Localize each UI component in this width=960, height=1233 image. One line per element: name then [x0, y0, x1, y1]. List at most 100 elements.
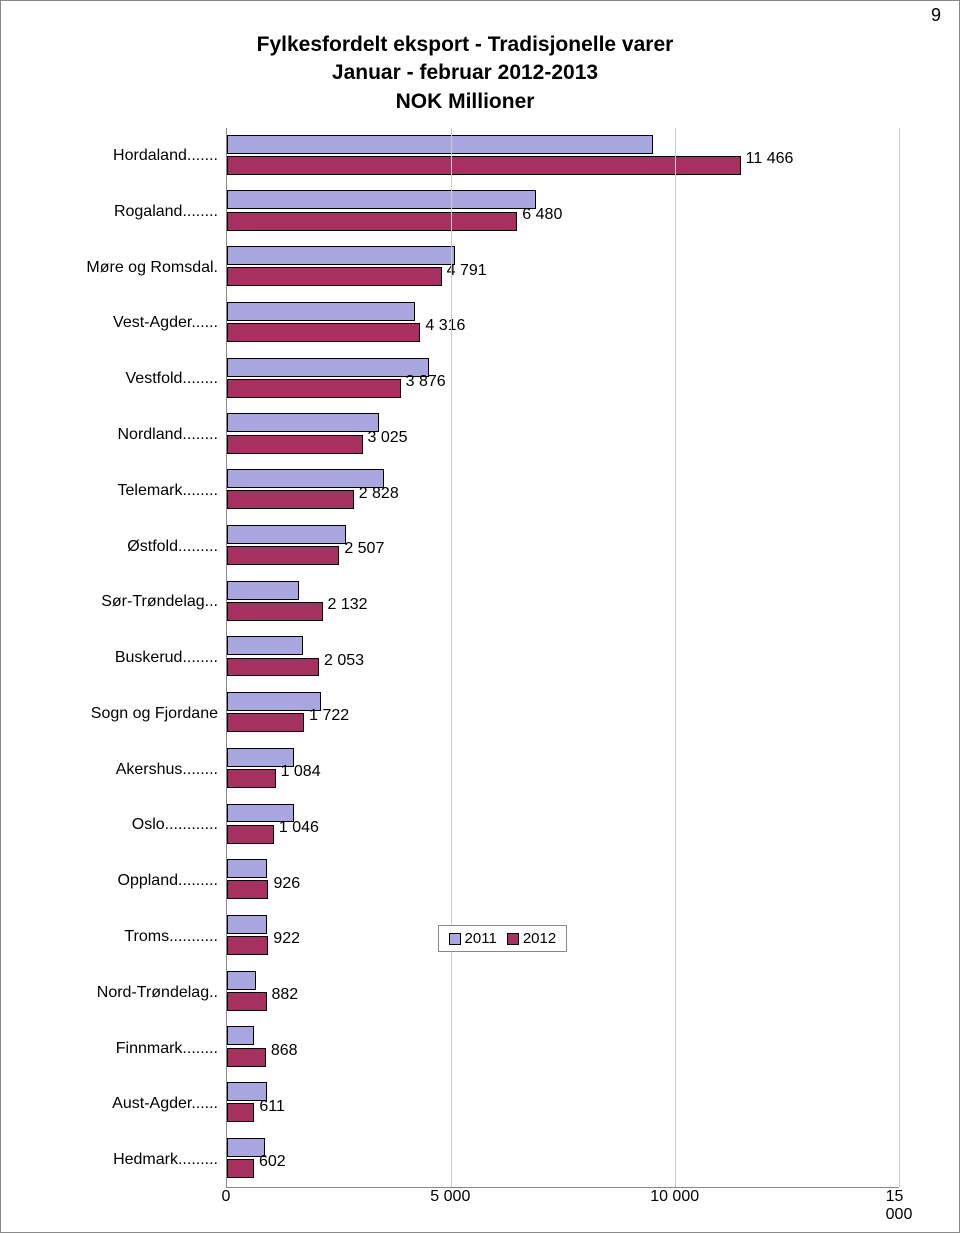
legend-label: 2012	[523, 930, 556, 947]
bar-2012: 2 828	[227, 490, 354, 509]
bar-2011	[227, 859, 267, 878]
value-label: 611	[259, 1098, 285, 1116]
value-label: 4 316	[425, 317, 465, 335]
category-label: Rogaland........	[31, 184, 226, 240]
chart-title: Fylkesfordelt eksport - Tradisjonelle va…	[31, 31, 899, 116]
bar-row: 3 876	[227, 351, 899, 407]
bar-2012: 11 466	[227, 156, 741, 175]
bar-row: 868	[227, 1020, 899, 1076]
value-label: 868	[271, 1042, 298, 1060]
bar-2011	[227, 971, 256, 990]
bar-row: 2 053	[227, 630, 899, 686]
legend-item: 2012	[507, 930, 556, 947]
plot-area: 11 466 6 480 4 791 4 316 3 876 3 025 2 828 2 50…	[226, 128, 899, 1188]
bar-2011	[227, 246, 455, 265]
bar-2012: 1 046	[227, 825, 274, 844]
legend: 2011 2012	[438, 925, 568, 952]
value-label: 6 480	[522, 206, 562, 224]
value-label: 2 507	[344, 540, 384, 558]
chart-container: Fylkesfordelt eksport - Tradisjonelle va…	[31, 31, 899, 1202]
gridline	[899, 128, 900, 1187]
bar-2011	[227, 525, 346, 544]
bar-2011	[227, 358, 429, 377]
value-label: 1 084	[281, 763, 321, 781]
bar-row: 882	[227, 964, 899, 1020]
category-label: Sør-Trøndelag...	[31, 574, 226, 630]
bar-row: 611	[227, 1076, 899, 1132]
value-label: 1 046	[279, 819, 319, 837]
value-label: 11 466	[746, 150, 794, 168]
category-label: Møre og Romsdal.	[31, 240, 226, 296]
bar-row: 1 046	[227, 797, 899, 853]
bar-2011	[227, 692, 321, 711]
gridline	[675, 128, 676, 1187]
legend-swatch	[449, 933, 461, 945]
bar-row: 11 466	[227, 128, 899, 184]
bar-row: 1 084	[227, 741, 899, 797]
value-label: 3 876	[406, 373, 446, 391]
value-label: 4 791	[447, 262, 487, 280]
bar-2011	[227, 581, 299, 600]
title-line-3: NOK Millioner	[31, 88, 899, 116]
bar-2012: 4 316	[227, 323, 420, 342]
bar-2012: 2 507	[227, 546, 339, 565]
y-axis-labels: Hordaland.......Rogaland........Møre og …	[31, 128, 226, 1188]
category-label: Finnmark........	[31, 1021, 226, 1077]
bar-2011	[227, 413, 379, 432]
x-axis: 05 00010 00015 000	[226, 1188, 899, 1212]
value-label: 926	[273, 875, 300, 893]
bar-2012: 868	[227, 1048, 266, 1067]
bar-2012: 926	[227, 880, 268, 899]
bar-2012: 3 876	[227, 379, 401, 398]
value-label: 602	[259, 1153, 286, 1171]
category-label: Sogn og Fjordane	[31, 686, 226, 742]
title-line-1: Fylkesfordelt eksport - Tradisjonelle va…	[31, 31, 899, 59]
value-label: 2 132	[328, 596, 368, 614]
category-label: Oslo............	[31, 798, 226, 854]
category-label: Hordaland.......	[31, 128, 226, 184]
legend-item: 2011	[449, 930, 497, 947]
category-label: Vestfold........	[31, 351, 226, 407]
value-label: 3 025	[368, 429, 408, 447]
legend-swatch	[507, 933, 519, 945]
category-label: Hedmark.........	[31, 1132, 226, 1188]
bar-2012: 882	[227, 992, 267, 1011]
bar-row: 4 316	[227, 295, 899, 351]
bar-row: 602	[227, 1131, 899, 1187]
bar-row: 3 025	[227, 407, 899, 463]
title-line-2: Januar - februar 2012-2013	[31, 59, 899, 87]
bar-2012: 922	[227, 936, 268, 955]
x-tick-label: 10 000	[650, 1188, 699, 1206]
bar-2011	[227, 1026, 254, 1045]
bar-2011	[227, 135, 653, 154]
bar-2012: 4 791	[227, 267, 442, 286]
category-label: Nord-Trøndelag..	[31, 965, 226, 1021]
bar-2012: 3 025	[227, 435, 363, 454]
category-label: Østfold.........	[31, 519, 226, 575]
value-label: 1 722	[309, 707, 349, 725]
bar-row: 6 480	[227, 184, 899, 240]
category-label: Telemark........	[31, 463, 226, 519]
page: 9 Fylkesfordelt eksport - Tradisjonelle …	[0, 0, 960, 1233]
category-label: Vest-Agder......	[31, 295, 226, 351]
category-label: Akershus........	[31, 742, 226, 798]
category-label: Aust-Agder......	[31, 1077, 226, 1133]
bar-2011	[227, 636, 303, 655]
value-label: 882	[272, 986, 299, 1004]
bar-2011	[227, 302, 415, 321]
x-tick-label: 5 000	[430, 1188, 470, 1206]
plot: Hordaland.......Rogaland........Møre og …	[31, 128, 899, 1188]
bar-2012: 2 053	[227, 658, 319, 677]
bar-row: 926	[227, 853, 899, 909]
bar-row: 2 507	[227, 518, 899, 574]
bar-2012: 611	[227, 1103, 254, 1122]
x-tick-label: 15 000	[886, 1188, 913, 1224]
value-label: 2 828	[359, 485, 399, 503]
bar-row: 2 132	[227, 574, 899, 630]
legend-label: 2011	[465, 930, 497, 947]
bar-row: 2 828	[227, 462, 899, 518]
category-label: Troms...........	[31, 909, 226, 965]
bar-2012: 1 084	[227, 769, 276, 788]
value-label: 2 053	[324, 652, 364, 670]
category-label: Oppland.........	[31, 853, 226, 909]
